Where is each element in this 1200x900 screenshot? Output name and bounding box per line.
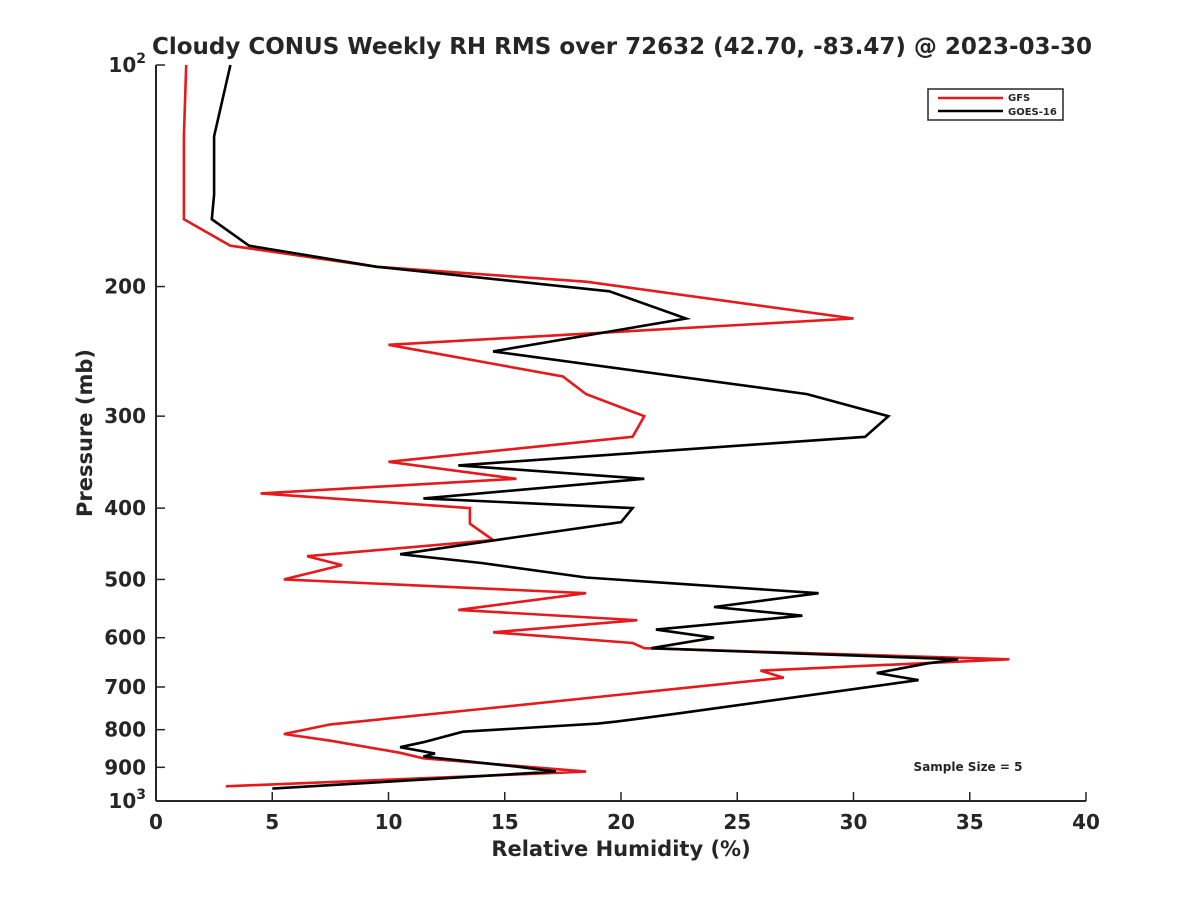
chart-title: Cloudy CONUS Weekly RH RMS over 72632 (4… (152, 34, 1092, 60)
plot-lines (182, 64, 1010, 790)
legend-box (927, 88, 1064, 121)
x-tick-label-6: 30 (840, 810, 868, 834)
y-tick-label-8: 900 (104, 755, 146, 779)
y-tick-label-6: 700 (104, 675, 146, 699)
y-tick-label-7: 800 (104, 718, 146, 742)
x-tick-label-1: 5 (265, 810, 279, 834)
legend-label-goes16: GOES-16 (1008, 107, 1057, 118)
legend-label-gfs: GFS (1008, 93, 1030, 104)
sample-size-annotation: Sample Size = 5 (914, 760, 1023, 774)
y-tick-label-4: 500 (104, 567, 146, 591)
x-axis-label: Relative Humidity (%) (491, 837, 750, 861)
y-axis-label: Pressure (mb) (73, 349, 97, 517)
x-tick-label-4: 20 (607, 810, 635, 834)
x-tick-label-3: 15 (491, 810, 519, 834)
y-tick-label-2: 300 (104, 404, 146, 428)
x-tick-label-0: 0 (149, 810, 163, 834)
y-tick-label-1: 200 (104, 275, 146, 299)
y-tick-label-9: 103 (108, 787, 146, 813)
y-tick-label-3: 400 (104, 496, 146, 520)
x-tick-label-2: 10 (375, 810, 403, 834)
legend: GFS GOES-16 (927, 88, 1064, 121)
x-tick-label-8: 40 (1072, 810, 1100, 834)
axes (155, 65, 1086, 802)
x-tick-label-7: 35 (956, 810, 984, 834)
x-tick-labels: 0 5 10 15 20 25 30 35 40 (149, 810, 1100, 834)
series-line-goes-16 (210, 64, 959, 790)
y-tick-label-0: 102 (108, 51, 146, 77)
series-line-gfs (182, 64, 1010, 788)
y-tick-label-5: 600 (104, 626, 146, 650)
y-tick-labels: 102 200 300 400 500 600 700 800 900 103 (104, 51, 146, 813)
x-tick-label-5: 25 (723, 810, 751, 834)
